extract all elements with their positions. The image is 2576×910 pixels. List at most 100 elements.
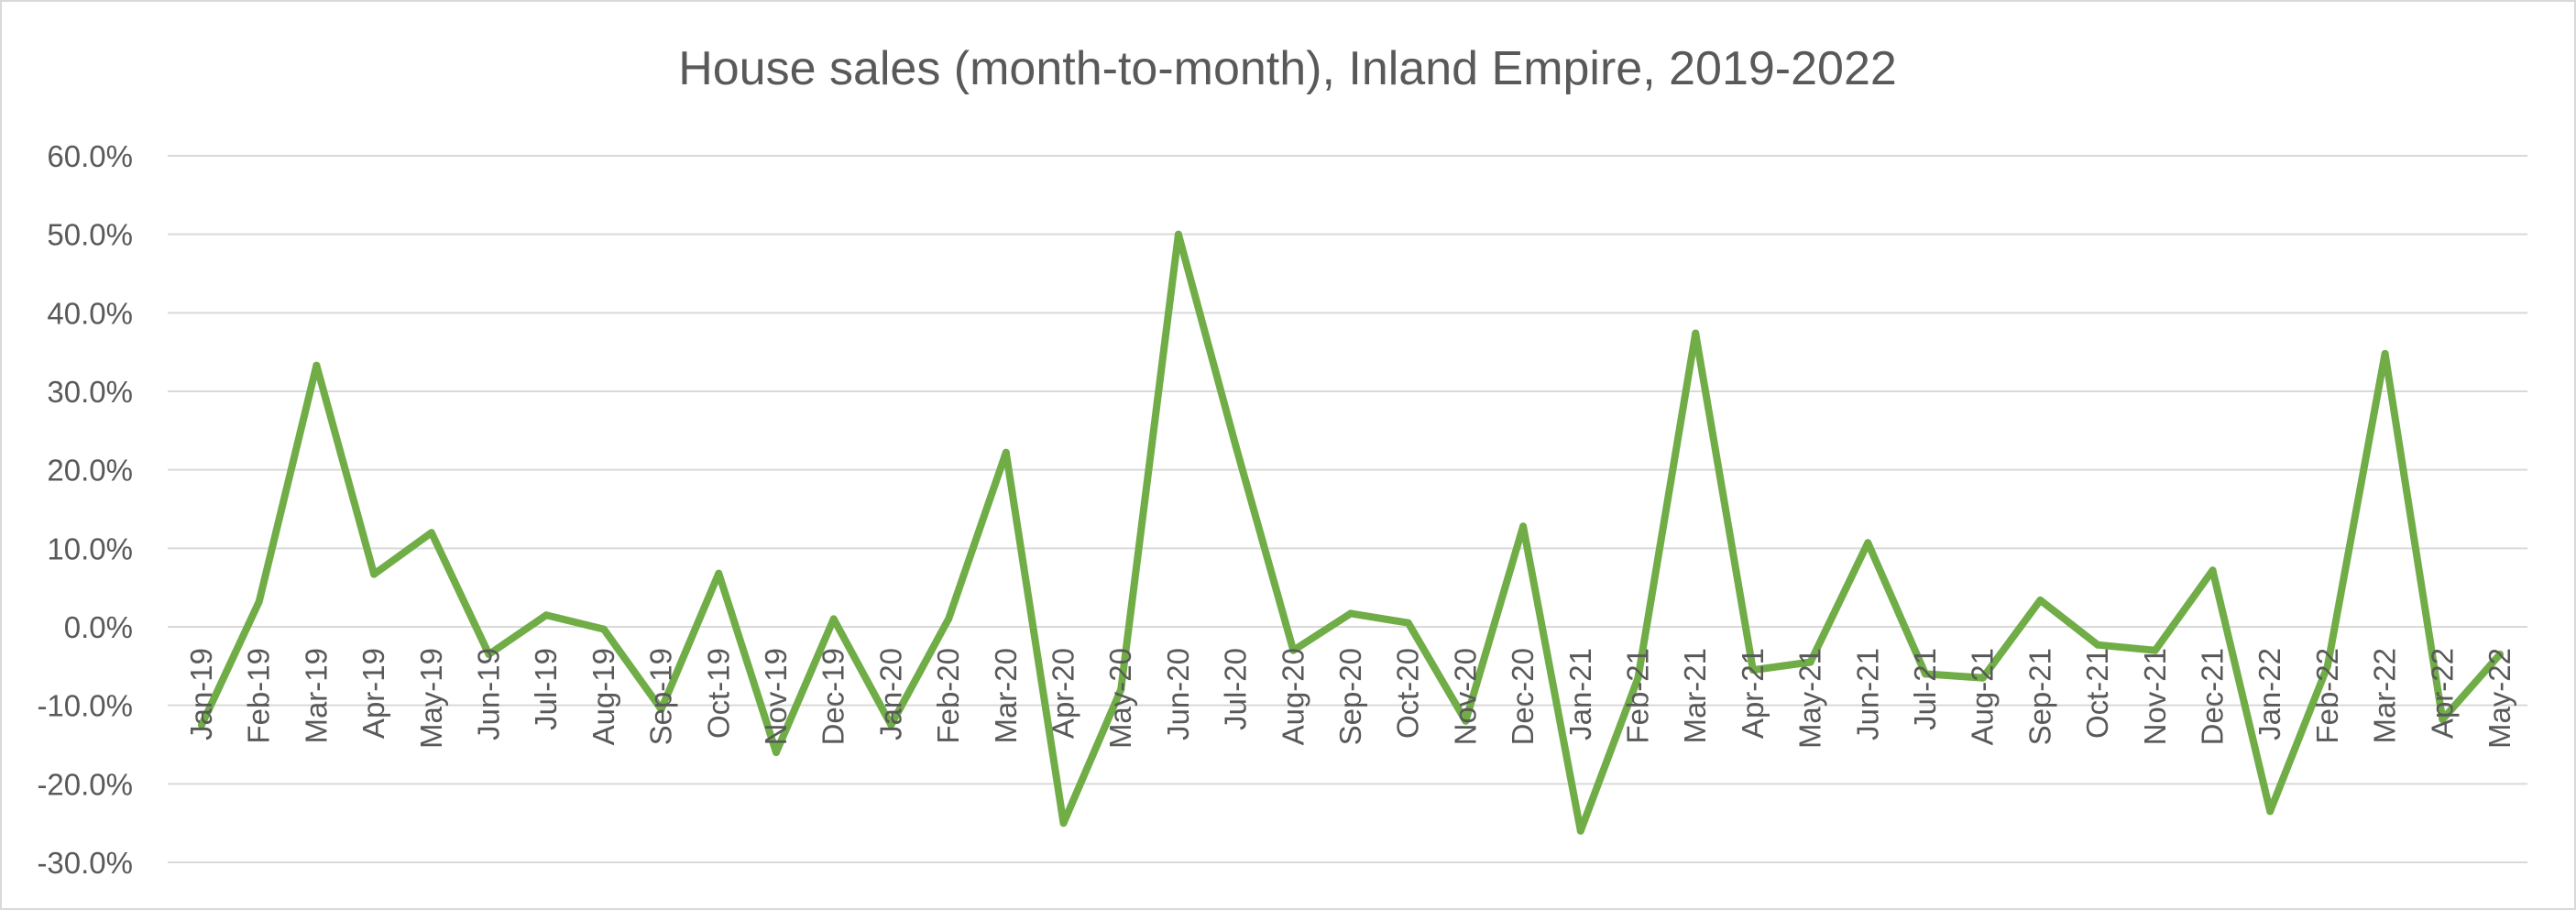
- data-point: [1462, 717, 1470, 725]
- data-point: [773, 749, 780, 757]
- data-point: [1634, 674, 1642, 682]
- data-point: [2496, 651, 2504, 658]
- series-layer: [198, 230, 2504, 835]
- x-tick-label: Oct-20: [1391, 648, 1425, 739]
- data-point: [657, 706, 665, 713]
- x-tick-label: Jul-20: [1219, 648, 1253, 730]
- x-tick-label: Nov-20: [1448, 648, 1482, 745]
- y-tick-label: -20.0%: [37, 767, 133, 801]
- x-tick-label: Aug-20: [1276, 648, 1310, 745]
- data-point: [427, 529, 435, 537]
- x-tick-label: Jun-19: [472, 648, 506, 740]
- data-point: [1748, 666, 1757, 674]
- x-tick-label: Oct-21: [2080, 648, 2114, 739]
- x-tick-label: Jul-21: [1908, 648, 1942, 730]
- x-tick-label: Aug-21: [1966, 648, 2000, 745]
- x-tick-label: Dec-21: [2196, 648, 2230, 745]
- data-point: [1404, 619, 1412, 627]
- x-tick-label: Jan-22: [2253, 648, 2286, 740]
- x-tick-label: Jun-20: [1161, 648, 1195, 740]
- x-tick-label: Feb-19: [242, 648, 276, 744]
- data-point: [255, 598, 263, 606]
- x-tick-label: May-21: [1793, 648, 1827, 749]
- data-point: [1519, 522, 1528, 531]
- data-point: [2209, 566, 2217, 575]
- data-point: [2094, 641, 2102, 649]
- data-point: [1059, 819, 1068, 828]
- y-tick-label: 60.0%: [47, 139, 133, 173]
- x-tick-label: May-20: [1103, 648, 1137, 749]
- data-point: [370, 570, 378, 578]
- x-tick-label: Apr-19: [356, 648, 390, 739]
- data-point: [1002, 448, 1010, 456]
- data-point: [543, 611, 551, 619]
- x-tick-label: Feb-21: [1621, 648, 1655, 744]
- x-tick-label: Sep-19: [644, 648, 678, 745]
- data-point: [1347, 609, 1354, 618]
- data-point: [1922, 670, 1929, 678]
- data-point: [1117, 685, 1125, 694]
- data-point: [312, 361, 321, 369]
- data-point: [715, 569, 723, 577]
- data-point: [1979, 674, 1987, 682]
- data-point: [1232, 443, 1240, 450]
- chart-title: House sales (month-to-month), Inland Emp…: [678, 42, 1897, 95]
- x-tick-label: May-22: [2483, 648, 2516, 749]
- y-tick-label: 0.0%: [64, 610, 133, 644]
- x-tick-label: Apr-22: [2425, 648, 2459, 739]
- data-point: [1864, 539, 1872, 547]
- data-point: [1174, 230, 1182, 238]
- data-point: [1576, 827, 1584, 835]
- x-tick-label: Sep-20: [1333, 648, 1367, 745]
- y-tick-label: 10.0%: [47, 532, 133, 565]
- data-point: [887, 721, 895, 729]
- data-point: [2439, 716, 2447, 724]
- data-point: [2381, 349, 2389, 357]
- data-point: [829, 615, 838, 623]
- x-tick-label: Jul-19: [529, 648, 563, 730]
- x-tick-label: Mar-20: [989, 648, 1023, 744]
- x-tick-label: Feb-22: [2310, 648, 2344, 744]
- x-tick-label: Mar-21: [1678, 648, 1712, 744]
- x-tick-label: Feb-20: [931, 648, 965, 744]
- x-tick-label: Apr-20: [1047, 648, 1080, 739]
- data-point: [1289, 646, 1298, 654]
- x-tick-label: Dec-19: [817, 648, 850, 745]
- data-point: [198, 721, 205, 729]
- x-tick-label: Mar-19: [299, 648, 333, 744]
- data-point: [2151, 646, 2159, 654]
- y-tick-label: 50.0%: [47, 218, 133, 252]
- y-tick-label: 40.0%: [47, 296, 133, 330]
- y-tick-label: -30.0%: [37, 846, 133, 880]
- x-tick-label: Jan-21: [1563, 648, 1597, 740]
- x-tick-label: Oct-19: [701, 648, 735, 739]
- y-tick-label: 30.0%: [47, 375, 133, 409]
- data-point: [2036, 596, 2044, 604]
- data-point: [2323, 662, 2331, 670]
- x-tick-label: Dec-20: [1506, 648, 1540, 745]
- x-tick-label: Jan-19: [184, 648, 218, 740]
- x-tick-label: Nov-21: [2138, 648, 2172, 745]
- x-tick-label: Mar-22: [2368, 648, 2402, 744]
- y-axis-ticks: 60.0% 50.0% 40.0% 30.0% 20.0% 10.0% 0.0% -10.0%…: [37, 139, 133, 880]
- x-tick-label: Jun-21: [1850, 648, 1884, 740]
- data-point: [2266, 807, 2275, 816]
- x-tick-label: Sep-21: [2022, 648, 2056, 745]
- data-point: [945, 615, 953, 623]
- x-tick-label: Jan-20: [873, 648, 907, 740]
- x-tick-label: Aug-19: [586, 648, 620, 745]
- data-point: [1806, 658, 1814, 666]
- x-axis-ticks: Jan-19 Feb-19 Mar-19 Apr-19 May-19 Jun-19 Jul-…: [184, 648, 2516, 749]
- data-point: [485, 651, 493, 658]
- x-tick-label: Nov-19: [759, 648, 793, 745]
- data-point: [1692, 329, 1700, 337]
- x-tick-label: May-19: [414, 648, 448, 749]
- y-tick-label: -10.0%: [37, 689, 133, 723]
- y-tick-label: 20.0%: [47, 454, 133, 488]
- x-tick-label: Apr-21: [1736, 648, 1770, 739]
- data-point: [599, 625, 608, 633]
